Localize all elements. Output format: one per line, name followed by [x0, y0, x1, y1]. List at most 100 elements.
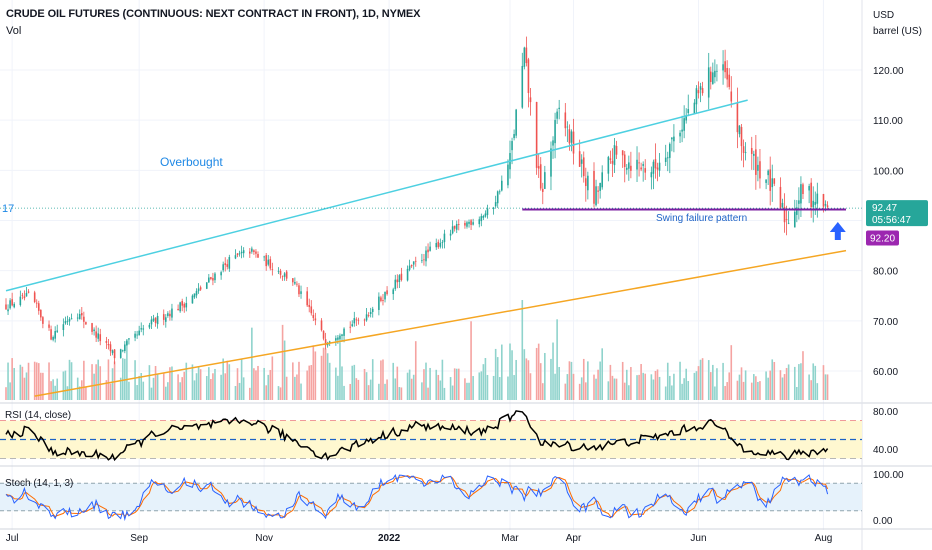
- candle-body: [308, 304, 311, 308]
- volume-bar: [107, 359, 110, 400]
- candle-body: [21, 294, 24, 296]
- volume-bar: [408, 369, 411, 400]
- candle-body: [669, 143, 671, 158]
- candle-body: [427, 249, 429, 253]
- candle-body: [412, 261, 415, 265]
- candle-body: [712, 72, 714, 84]
- candle-body: [638, 162, 640, 164]
- last-price-badge: [866, 200, 928, 227]
- volume-bar: [91, 364, 93, 400]
- candle-body: [439, 243, 442, 247]
- volume-bar: [822, 365, 825, 400]
- candle-body: [33, 292, 36, 302]
- candle-body: [154, 317, 157, 323]
- candle-body: [595, 186, 597, 206]
- candle-body: [464, 223, 466, 226]
- candle-body: [814, 201, 817, 205]
- volume-bar: [236, 368, 239, 400]
- volume-bar: [335, 367, 337, 400]
- candle-body: [191, 295, 194, 304]
- candle-body: [238, 253, 241, 255]
- candle-body: [701, 88, 704, 94]
- volume-bar: [242, 377, 245, 400]
- upper-channel-line: [5, 99, 748, 292]
- volume-bar: [355, 378, 358, 400]
- volume-bar: [796, 387, 798, 400]
- candle-body: [13, 303, 15, 308]
- volume-bar: [457, 368, 460, 400]
- candle-body: [357, 319, 360, 321]
- volume-bar: [814, 365, 817, 400]
- candle-body: [42, 317, 44, 324]
- candle-body: [314, 318, 317, 321]
- volume-bar: [679, 361, 681, 400]
- volume-bar: [472, 376, 474, 400]
- candle-body: [798, 200, 800, 204]
- volume-bar: [169, 367, 171, 400]
- volume-bar: [341, 366, 343, 400]
- volume-bar: [771, 359, 774, 400]
- volume-bar: [707, 360, 710, 400]
- candle-body: [824, 204, 827, 206]
- volume-bar: [785, 367, 788, 400]
- volume-bar: [525, 358, 528, 400]
- volume-bar: [429, 367, 431, 400]
- stoch-pane: Stoch (14, 1, 3): [0, 474, 862, 522]
- price-tick-label: 120.00: [873, 66, 904, 77]
- candle-body: [552, 140, 554, 146]
- candle-body: [306, 291, 308, 306]
- candle-body: [265, 255, 267, 267]
- candle-body: [457, 224, 460, 225]
- volume-bar: [369, 379, 372, 400]
- candle-body: [644, 168, 647, 173]
- volume-bar: [191, 364, 194, 400]
- candle-body: [535, 101, 538, 168]
- stoch-k-line: [5, 474, 829, 522]
- candle-body: [320, 320, 323, 331]
- volume-bar: [638, 374, 640, 400]
- candle-body: [658, 162, 661, 171]
- volume-bar: [730, 345, 733, 400]
- candle-body: [671, 137, 673, 140]
- volume-bar: [759, 381, 761, 400]
- volume-bar: [800, 363, 802, 400]
- candle-body: [654, 159, 657, 169]
- volume-bar: [97, 359, 99, 400]
- volume-bar: [171, 366, 173, 400]
- countdown-value: 05:56:47: [872, 215, 911, 226]
- volume-bar: [298, 361, 300, 400]
- candle-body: [62, 324, 65, 331]
- candle-body: [253, 250, 255, 253]
- volume-bar: [521, 300, 524, 400]
- volume-bar: [56, 378, 59, 400]
- candle-body: [105, 341, 108, 343]
- volume-bar: [265, 385, 267, 400]
- candle-body: [564, 112, 567, 129]
- candle-body: [550, 148, 552, 177]
- volume-bar: [142, 381, 145, 400]
- volume-bar: [165, 386, 167, 400]
- time-tick-label: Mar: [501, 533, 519, 544]
- volume-bar: [740, 367, 743, 400]
- candle-body: [451, 226, 454, 234]
- candle-body: [205, 282, 208, 289]
- time-tick-label: Jun: [690, 533, 706, 544]
- volume-bar: [410, 378, 413, 400]
- rsi-tick-label: 40.00: [873, 445, 898, 456]
- volume-bar: [709, 372, 712, 400]
- candle-body: [716, 70, 718, 72]
- candle-body: [81, 313, 83, 316]
- candle-body: [5, 304, 7, 310]
- candle-body: [113, 349, 116, 359]
- volume-bar: [640, 364, 642, 400]
- candle-body: [728, 74, 731, 87]
- time-tick-label: Jul: [6, 533, 19, 544]
- volume-bar: [363, 368, 366, 400]
- candle-body: [685, 115, 687, 121]
- volume-bar: [48, 362, 50, 400]
- volume-bar: [343, 385, 345, 400]
- candle-body: [165, 317, 167, 322]
- volume-bar: [220, 374, 222, 400]
- candle-body: [150, 319, 153, 325]
